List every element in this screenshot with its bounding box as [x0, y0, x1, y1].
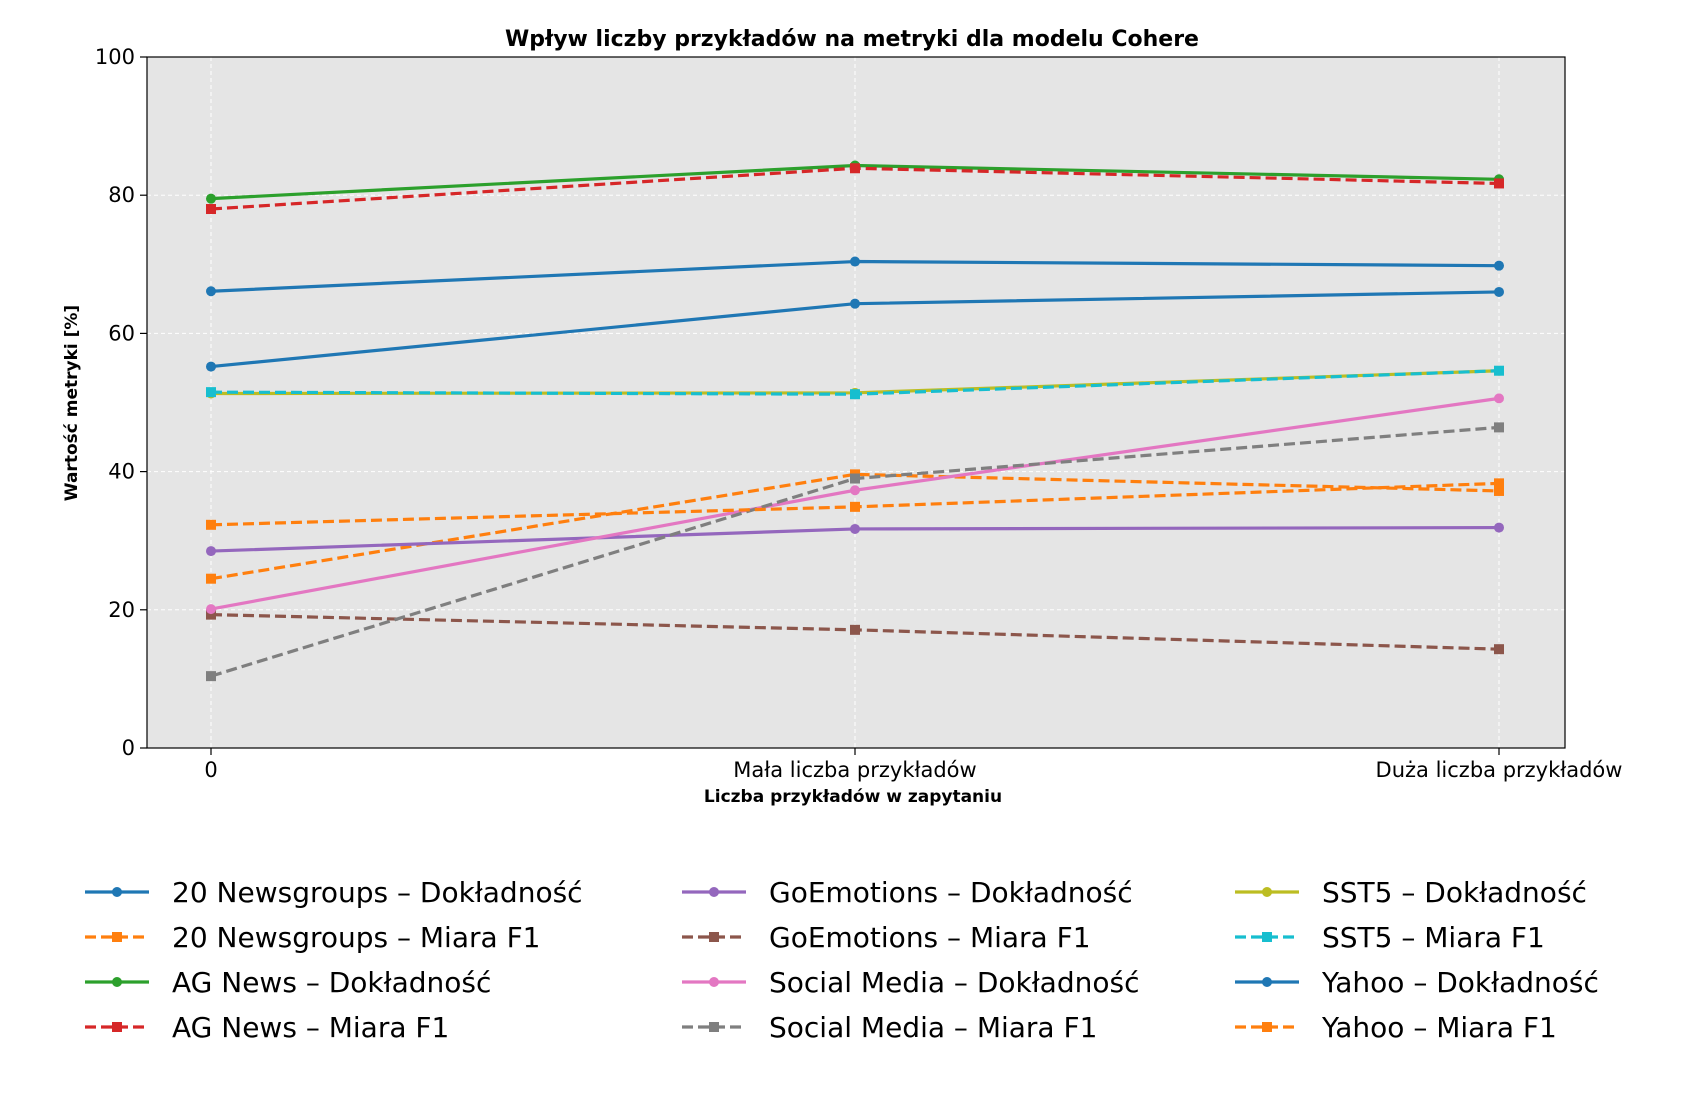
data-point	[850, 501, 860, 512]
data-point	[850, 523, 860, 534]
data-point	[206, 609, 216, 620]
x-tick-label: 0	[204, 758, 217, 782]
data-point	[850, 298, 860, 309]
y-tick-label: 20	[108, 598, 135, 622]
legend-label: SST5 – Dokładność	[1322, 876, 1587, 909]
legend-swatch-marker	[112, 932, 122, 942]
data-point	[206, 671, 216, 682]
legend-label: AG News – Dokładność	[172, 966, 491, 999]
series-10	[206, 256, 1504, 297]
data-point	[206, 204, 216, 215]
data-point	[206, 361, 216, 372]
plot-area: 0 20 40 60 80 100 0 Mała liczba przykładów Duża …	[95, 45, 1623, 782]
data-point	[206, 604, 216, 615]
data-point	[1494, 644, 1504, 655]
legend-label: Social Media – Dokładność	[769, 966, 1139, 999]
data-point	[850, 163, 860, 174]
legend-item: AG News – Miara F1	[85, 1011, 449, 1044]
data-point	[1494, 260, 1504, 271]
legend-label: 20 Newsgroups – Dokładność	[172, 876, 583, 909]
legend-item: 20 Newsgroups – Miara F1	[85, 921, 540, 954]
data-point	[206, 387, 216, 398]
y-axis-label: Wartość metryki [%]	[62, 305, 82, 501]
legend-swatch-marker	[112, 887, 122, 897]
series-11	[206, 478, 1504, 530]
data-point	[1494, 422, 1504, 433]
series-4	[206, 522, 1504, 557]
legend-swatch-marker	[709, 887, 719, 897]
series-3	[206, 163, 1504, 215]
data-point	[1494, 393, 1504, 404]
legend: 20 Newsgroups – Dokładność 20 Newsgroups …	[85, 876, 1599, 1044]
legend-swatch-marker	[709, 932, 719, 942]
data-point	[1494, 478, 1504, 489]
series-6	[206, 393, 1504, 615]
legend-label: GoEmotions – Dokładność	[769, 876, 1133, 909]
legend-swatch-marker	[112, 977, 122, 987]
legend-label: SST5 – Miara F1	[1322, 921, 1545, 954]
data-point	[850, 485, 860, 496]
data-point	[850, 256, 860, 267]
legend-swatch-marker	[709, 1022, 719, 1032]
legend-item: Yahoo – Miara F1	[1235, 1011, 1557, 1044]
legend-item: GoEmotions – Dokładność	[682, 876, 1133, 909]
data-point	[1494, 178, 1504, 189]
series-9	[206, 365, 1504, 400]
data-point	[850, 389, 860, 400]
data-point	[206, 573, 216, 584]
x-tick-label: Mała liczba przykładów	[733, 758, 976, 782]
legend-swatch-marker	[112, 1022, 122, 1032]
series-5	[206, 609, 1504, 655]
legend-item: Yahoo – Dokładność	[1235, 966, 1599, 999]
legend-item: AG News – Dokładność	[85, 966, 491, 999]
legend-swatch-marker	[1262, 932, 1272, 942]
legend-label: Yahoo – Miara F1	[1321, 1011, 1557, 1044]
legend-swatch-marker	[709, 977, 719, 987]
data-point	[850, 473, 860, 484]
data-point	[206, 286, 216, 297]
legend-label: AG News – Miara F1	[172, 1011, 449, 1044]
legend-label: Social Media – Miara F1	[769, 1011, 1097, 1044]
legend-item: Social Media – Miara F1	[682, 1011, 1097, 1044]
data-point	[206, 546, 216, 557]
legend-label: 20 Newsgroups – Miara F1	[172, 921, 540, 954]
x-axis-label: Liczba przykładów w zapytaniu	[704, 787, 1002, 807]
legend-label: GoEmotions – Miara F1	[769, 921, 1091, 954]
chart-title: Wpływ liczby przykładów na metryki dla m…	[505, 27, 1199, 52]
legend-item: GoEmotions – Miara F1	[682, 921, 1091, 954]
legend-swatch-marker	[1262, 887, 1272, 897]
legend-item: 20 Newsgroups – Dokładność	[85, 876, 583, 909]
legend-item: Social Media – Dokładność	[682, 966, 1139, 999]
y-tick-label: 80	[108, 183, 135, 207]
series-0	[206, 286, 1504, 372]
data-point	[1494, 485, 1504, 496]
legend-label: Yahoo – Dokładność	[1321, 966, 1599, 999]
legend-swatch-marker	[1262, 1022, 1272, 1032]
data-point	[1494, 522, 1504, 533]
plot-frame	[146, 56, 1566, 749]
data-point	[206, 519, 216, 530]
y-tick-label: 100	[95, 45, 135, 69]
legend-item: SST5 – Miara F1	[1235, 921, 1545, 954]
data-point	[1494, 286, 1504, 297]
data-point	[206, 193, 216, 204]
series-7	[206, 422, 1504, 682]
data-point	[1494, 365, 1504, 376]
y-tick-label: 0	[122, 736, 135, 760]
x-tick-label: Duża liczba przykładów	[1376, 758, 1623, 782]
legend-swatch-marker	[1262, 977, 1272, 987]
y-tick-label: 40	[108, 460, 135, 484]
legend-item: SST5 – Dokładność	[1235, 876, 1587, 909]
y-tick-label: 60	[108, 321, 135, 345]
data-point	[850, 624, 860, 635]
